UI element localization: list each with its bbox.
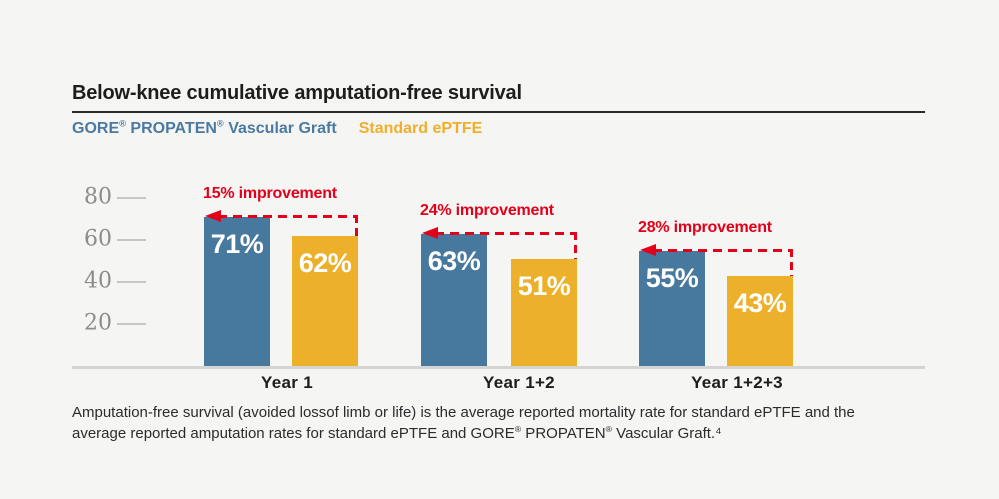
bar-value-label: 63% [427,245,481,276]
bar-propaten-group1: 71% [204,216,270,366]
legend-item-eptfe: Standard ePTFE [358,120,483,137]
chart-title: Below-knee cumulative amputation-free su… [72,82,522,104]
improvement-arrowhead [640,243,656,256]
y-tick-mark [117,281,146,283]
improvement-dashed-line-h [653,248,793,252]
bar-propaten-group3: 55% [639,250,705,366]
bar-value-label: 55% [645,262,699,293]
improvement-arrowhead [422,226,438,239]
improvement-arrowhead [205,209,221,222]
bar-eptfe-group1: 62% [292,235,358,366]
improvement-dashed-line-v [355,214,358,236]
improvement-dashed-line-h [218,214,358,218]
bar-value-label: 71% [210,228,264,259]
footnote-line-2: average reported amputation rates for st… [72,424,722,442]
x-axis-line [72,366,925,369]
y-tick-mark [117,239,146,241]
y-tick-label: 20 [84,310,112,336]
improvement-dashed-line-h [435,231,577,235]
title-divider [72,111,925,113]
category-label-group1: Year 1 [261,373,313,392]
footnote: Amputation-free survival (avoided lossof… [72,402,855,444]
bar-propaten-group2: 63% [421,233,487,366]
category-label-group3: Year 1+2+3 [691,373,783,392]
improvement-dashed-line-v [790,248,793,276]
improvement-label-group2: 24% improvement [420,201,554,219]
y-tick-label: 80 [84,184,112,210]
y-tick-label: 40 [84,268,112,294]
improvement-label-group3: 28% improvement [638,218,772,236]
category-label-group2: Year 1+2 [483,373,555,392]
footnote-line-1: Amputation-free survival (avoided lossof… [72,404,855,421]
improvement-label-group1: 15% improvement [203,184,337,202]
bar-value-label: 51% [517,270,571,301]
bar-value-label: 62% [298,247,352,278]
bar-eptfe-group2: 51% [511,258,577,366]
y-tick-label: 60 [84,226,112,252]
y-tick-mark [117,323,146,325]
chart-legend: GORE® PROPATEN® Vascular Graft Standard … [72,118,483,138]
improvement-dashed-line-v [574,231,577,259]
y-tick-mark [117,197,146,199]
bar-value-label: 43% [733,287,787,318]
legend-item-propaten: GORE® PROPATEN® Vascular Graft [72,118,337,137]
bar-eptfe-group3: 43% [727,275,793,366]
